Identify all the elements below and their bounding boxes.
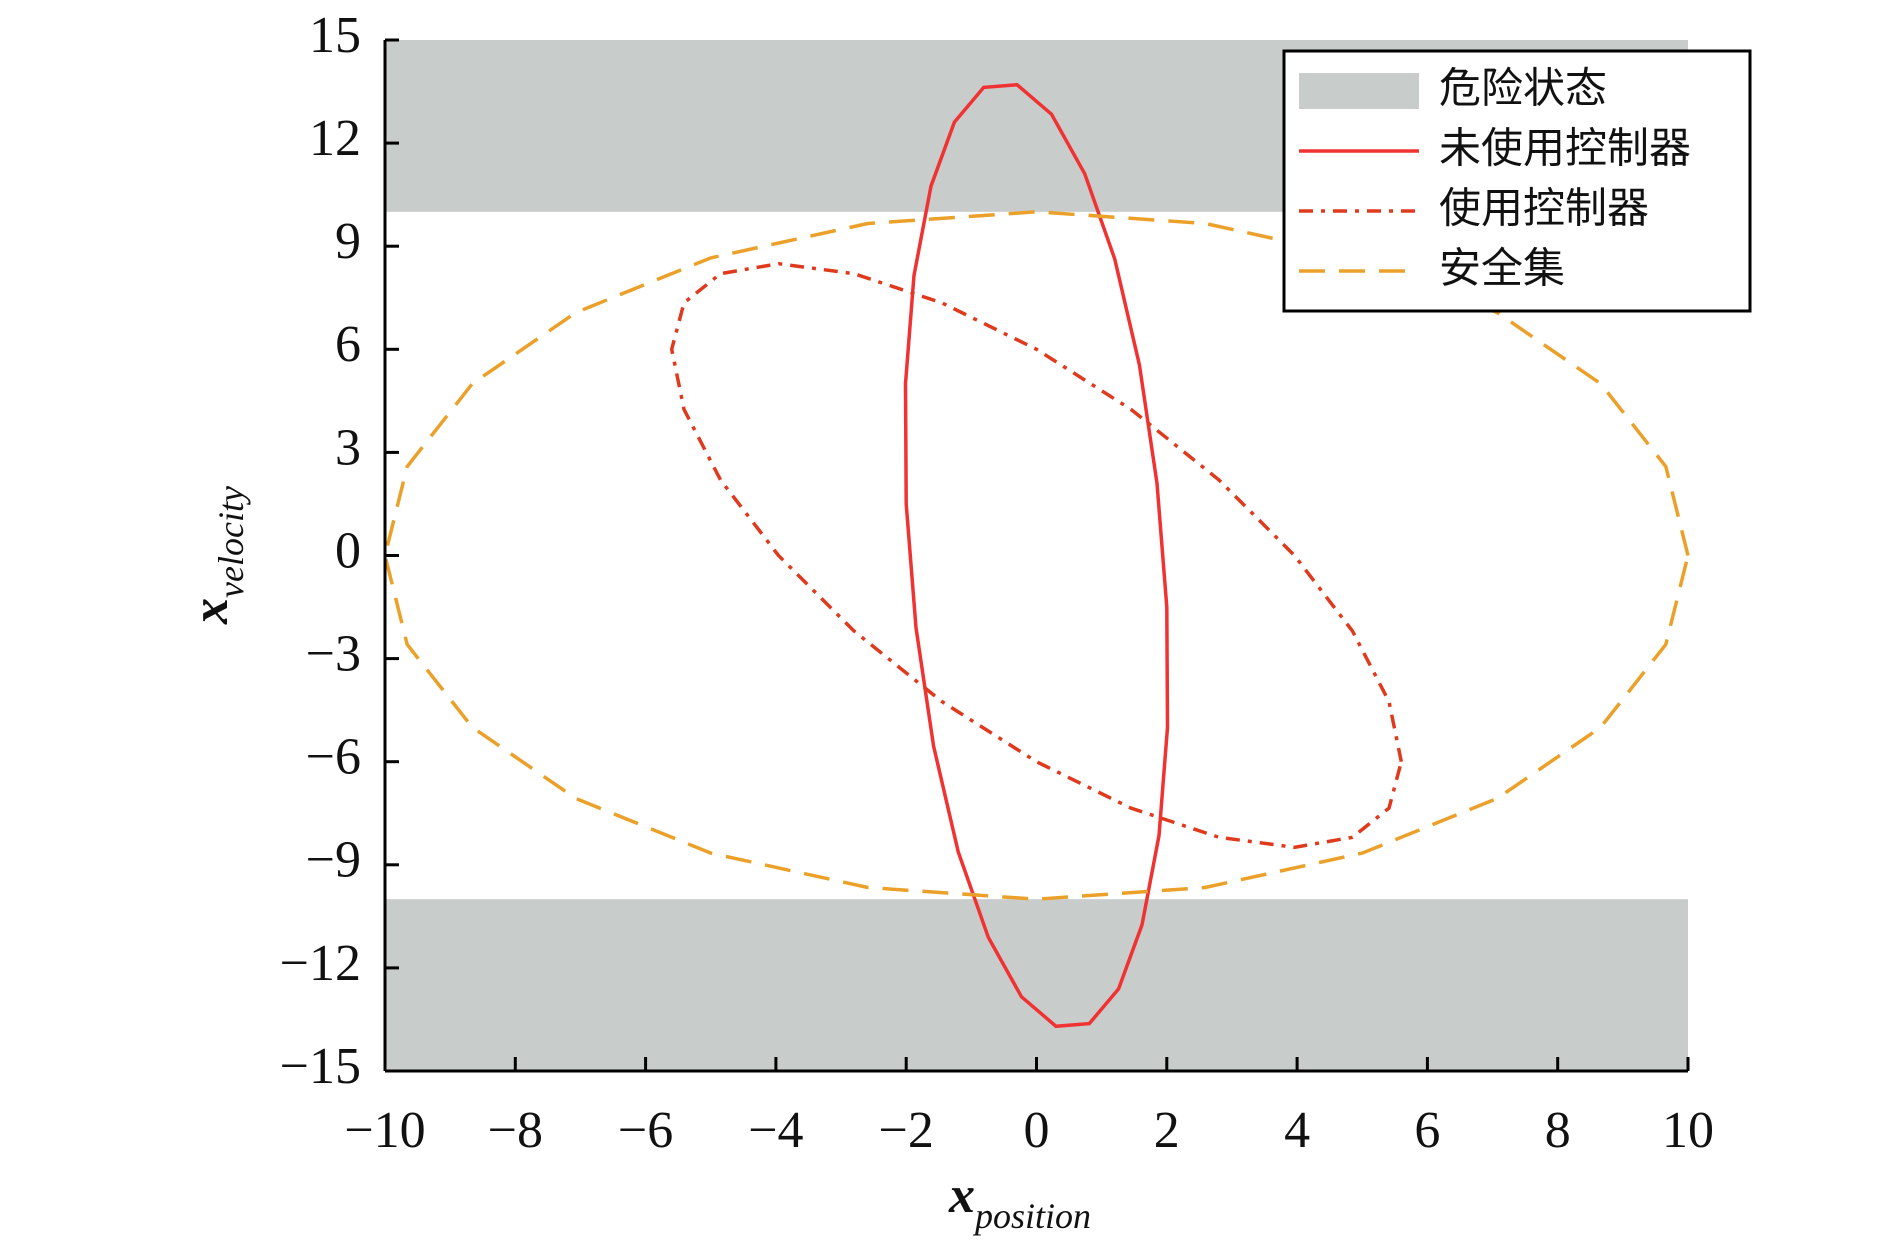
- x-tick-label: 2: [1154, 1102, 1180, 1159]
- y-tick-label: −12: [280, 935, 361, 992]
- x-tick-label: 10: [1662, 1102, 1714, 1159]
- y-tick-label: −6: [306, 729, 361, 786]
- series-line: [669, 261, 1404, 850]
- x-tick-label: 4: [1284, 1102, 1310, 1159]
- x-tick-label: 6: [1414, 1102, 1440, 1159]
- y-tick-label: 9: [335, 213, 361, 270]
- legend-label: 安全集: [1439, 244, 1565, 293]
- legend-label: 未使用控制器: [1439, 124, 1691, 173]
- y-tick-label: 3: [335, 419, 361, 476]
- danger-band: [385, 899, 1688, 1071]
- y-tick-label: −3: [306, 626, 361, 683]
- series-line: [903, 82, 1170, 1029]
- x-tick-label: −6: [618, 1102, 673, 1159]
- y-tick-label: −15: [280, 1038, 361, 1095]
- x-axis-label: xposition: [948, 1167, 1091, 1236]
- axes: −10 −8 −6 −4 −2 0 2 4 6 8 10 −15 −12 −9 −6 −3 0 3 6 9 12 15: [280, 7, 1714, 1159]
- y-axis-label: xvelocity: [182, 486, 251, 625]
- legend-swatch: [1299, 73, 1419, 109]
- x-tick-label: −10: [344, 1102, 425, 1159]
- y-symbol: x: [182, 598, 239, 625]
- legend-label: 危险状态: [1439, 64, 1607, 113]
- x-tick-label: −8: [488, 1102, 543, 1159]
- x-tick-label: −4: [748, 1102, 803, 1159]
- x-subscript: position: [972, 1196, 1091, 1236]
- y-subscript: velocity: [211, 486, 251, 598]
- y-tick-label: 12: [309, 110, 361, 167]
- series-lines: [383, 82, 1690, 1029]
- y-tick-label: 6: [335, 316, 361, 373]
- y-tick-label: −9: [306, 832, 361, 889]
- legend-label: 使用控制器: [1439, 184, 1649, 233]
- x-symbol: x: [948, 1167, 975, 1224]
- x-tick-label: 0: [1024, 1102, 1050, 1159]
- series-line: [383, 210, 1690, 901]
- y-tick-label: 15: [309, 7, 361, 64]
- x-tick-label: 8: [1545, 1102, 1571, 1159]
- y-tick-label: 0: [335, 522, 361, 579]
- x-tick-label: −2: [879, 1102, 934, 1159]
